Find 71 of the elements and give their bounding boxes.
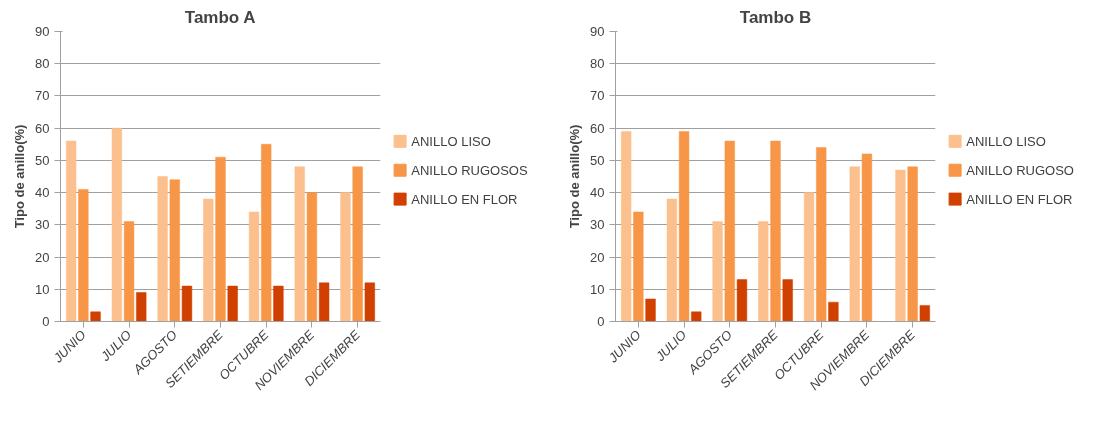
bar <box>215 156 226 322</box>
y-tick-label: 40 <box>590 185 605 201</box>
bar <box>181 285 193 322</box>
bar <box>294 166 305 322</box>
bar <box>364 282 375 322</box>
bar <box>123 221 135 322</box>
bar <box>678 131 690 322</box>
bar <box>666 198 678 322</box>
bar <box>621 131 632 322</box>
bar <box>724 140 735 322</box>
y-tick-label: 60 <box>35 120 50 136</box>
y-tick-label: 70 <box>590 88 605 104</box>
bar <box>782 279 793 322</box>
legend-label: ANILLO EN FLOR <box>411 191 518 207</box>
y-tick-label: 60 <box>590 120 605 136</box>
bar <box>111 127 123 322</box>
y-tick-label: 90 <box>35 24 50 39</box>
y-tick-label: 30 <box>35 217 50 233</box>
bar <box>758 221 769 322</box>
y-tick-label: 80 <box>35 56 50 72</box>
bar <box>66 140 77 322</box>
bar <box>227 285 238 322</box>
bar <box>157 176 168 322</box>
bar <box>691 311 702 322</box>
chart-title: Tambo B <box>739 7 812 27</box>
bar <box>712 221 723 322</box>
bar <box>136 292 147 322</box>
y-tick-label: 0 <box>597 314 605 329</box>
legend-label: ANILLO RUGOSOS <box>411 162 528 178</box>
bar <box>78 189 89 322</box>
legend-label: ANILLO RUGOSO <box>966 162 1074 178</box>
bar <box>803 192 815 322</box>
y-tick-label: 30 <box>590 217 605 233</box>
bar <box>248 211 260 322</box>
bar <box>169 179 180 322</box>
y-tick-label: 10 <box>35 281 50 297</box>
y-tick-label: 50 <box>35 152 50 168</box>
legend-label: ANILLO LISO <box>966 133 1046 149</box>
bar <box>318 282 330 322</box>
y-tick-label: 70 <box>35 88 50 104</box>
bar <box>352 166 363 322</box>
bar <box>340 192 351 322</box>
y-tick-label: 80 <box>590 56 605 72</box>
bar <box>633 211 644 322</box>
y-tick-label: 20 <box>35 249 50 265</box>
bar <box>828 301 839 322</box>
bar <box>736 279 748 322</box>
bar <box>306 192 318 322</box>
y-tick-label: 20 <box>590 249 605 265</box>
y-axis-title: Tipo de anillo(%) <box>12 124 28 229</box>
bar <box>849 166 860 322</box>
y-tick-label: 10 <box>590 281 605 297</box>
bar <box>895 169 906 322</box>
bar <box>907 166 918 322</box>
y-tick-label: 90 <box>590 24 605 39</box>
bar <box>645 298 656 322</box>
chart-title: Tambo A <box>184 7 256 27</box>
bar <box>770 140 781 322</box>
legend-label: ANILLO EN FLOR <box>966 191 1073 207</box>
bar <box>273 285 284 322</box>
bar <box>261 144 272 322</box>
bar <box>203 198 214 322</box>
y-tick-label: 40 <box>35 185 50 201</box>
bar <box>919 305 930 322</box>
y-axis-title: Tipo de anillo(%) <box>567 124 583 229</box>
y-tick-label: 50 <box>590 152 605 168</box>
y-tick-label: 0 <box>42 314 50 329</box>
bar <box>816 147 827 322</box>
legend-label: ANILLO LISO <box>411 133 491 149</box>
bar <box>861 153 873 322</box>
bar <box>90 311 101 322</box>
